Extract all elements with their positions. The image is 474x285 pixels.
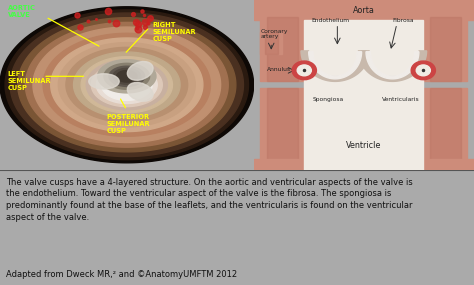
Ellipse shape	[128, 62, 153, 80]
Text: AORTIC
VALVE: AORTIC VALVE	[8, 5, 36, 18]
Text: Aorta: Aorta	[353, 6, 375, 15]
Bar	[423, 17, 467, 82]
Polygon shape	[58, 43, 195, 127]
Polygon shape	[366, 52, 419, 79]
Polygon shape	[10, 13, 244, 156]
Bar	[264, 32, 278, 54]
Bar	[260, 32, 282, 54]
Polygon shape	[301, 51, 369, 82]
Bar	[304, 82, 423, 170]
Polygon shape	[91, 63, 162, 107]
Text: Spongiosa: Spongiosa	[313, 97, 344, 102]
Polygon shape	[18, 18, 236, 152]
Polygon shape	[26, 23, 228, 147]
Circle shape	[411, 61, 436, 80]
Ellipse shape	[128, 83, 153, 101]
Circle shape	[292, 61, 317, 80]
Polygon shape	[66, 47, 188, 122]
Text: POSTERIOR
SEMILUNAR
CUSP: POSTERIOR SEMILUNAR CUSP	[107, 114, 150, 134]
Polygon shape	[33, 27, 220, 142]
Polygon shape	[309, 52, 362, 79]
Polygon shape	[43, 33, 210, 136]
Bar	[267, 88, 298, 170]
Circle shape	[416, 65, 430, 76]
Text: Endothelium: Endothelium	[312, 18, 350, 23]
Polygon shape	[5, 10, 248, 160]
Text: RIGHT
SEMILUNAR
CUSP: RIGHT SEMILUNAR CUSP	[152, 22, 196, 42]
Circle shape	[297, 65, 311, 76]
Bar	[254, 0, 474, 20]
Ellipse shape	[89, 74, 119, 89]
Polygon shape	[73, 52, 180, 117]
Bar	[430, 88, 461, 170]
Text: Adapted from Dweck MR,² and ©AnatomyUMFTM 2012: Adapted from Dweck MR,² and ©AnatomyUMFT…	[6, 270, 237, 279]
Bar	[304, 20, 423, 82]
Text: The valve cusps have a 4-layered structure. On the aortic and ventricular aspect: The valve cusps have a 4-layered structu…	[6, 178, 412, 222]
Polygon shape	[113, 68, 141, 84]
Text: Annulus: Annulus	[267, 67, 291, 72]
Polygon shape	[81, 57, 173, 113]
Polygon shape	[86, 60, 167, 110]
Bar	[267, 17, 298, 82]
Text: Coronary
artery: Coronary artery	[260, 28, 288, 39]
Bar	[254, 159, 474, 170]
Polygon shape	[96, 66, 157, 103]
Polygon shape	[109, 66, 145, 86]
Polygon shape	[51, 38, 203, 132]
Polygon shape	[0, 7, 254, 163]
Bar	[423, 88, 467, 170]
Bar	[260, 88, 304, 170]
Polygon shape	[98, 60, 156, 93]
Polygon shape	[104, 63, 150, 89]
Bar	[430, 17, 461, 82]
Text: Fibrosa: Fibrosa	[393, 18, 414, 23]
Polygon shape	[117, 71, 137, 82]
Text: Ventricularis: Ventricularis	[383, 97, 420, 102]
Text: Ventricle: Ventricle	[346, 141, 382, 150]
Text: LEFT
SEMILUNAR
CUSP: LEFT SEMILUNAR CUSP	[8, 71, 51, 91]
Polygon shape	[101, 69, 152, 100]
Bar	[260, 17, 304, 82]
Polygon shape	[358, 51, 427, 82]
